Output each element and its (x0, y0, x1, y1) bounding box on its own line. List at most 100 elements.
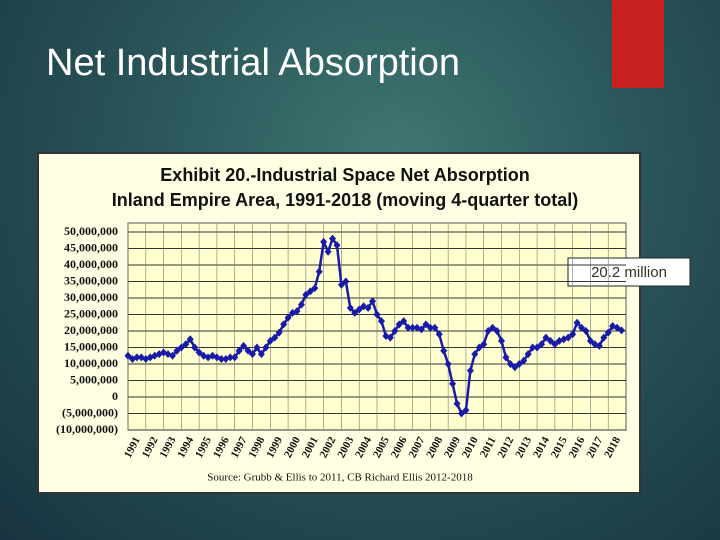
data-point (182, 340, 190, 349)
data-point (542, 333, 550, 342)
data-point (195, 348, 203, 357)
data-point (253, 343, 261, 352)
data-point (306, 287, 314, 296)
data-point (462, 406, 470, 415)
data-point (453, 399, 461, 408)
data-point (422, 320, 430, 329)
data-point (417, 325, 425, 334)
data-point (466, 366, 474, 375)
data-point (484, 327, 492, 335)
data-point (426, 323, 434, 332)
slide-title: Net Industrial Absorption (46, 42, 461, 84)
data-point (546, 336, 554, 345)
data-point (435, 330, 443, 339)
data-point (520, 356, 528, 365)
data-point (391, 327, 399, 335)
data-point (355, 305, 363, 314)
data-point (337, 280, 345, 289)
data-point (373, 310, 381, 319)
data-point (582, 327, 590, 335)
y-tick-label: 0 (112, 389, 118, 403)
data-point (333, 241, 341, 250)
data-point (502, 353, 510, 362)
data-point (249, 350, 256, 359)
data-point (364, 303, 372, 312)
data-point (457, 409, 465, 418)
data-point (449, 379, 457, 388)
data-point (444, 360, 452, 368)
data-point (262, 343, 270, 352)
annotation: 20.2 million (591, 264, 667, 281)
data-point (551, 340, 559, 349)
data-point (311, 284, 319, 293)
data-point (480, 340, 488, 349)
source-note: Source: Grubb & Ellis to 2011, CB Richar… (207, 472, 473, 484)
data-point (186, 335, 194, 344)
data-point (351, 308, 359, 317)
data-point (231, 353, 239, 362)
data-point (168, 351, 176, 360)
data-point (498, 336, 505, 345)
data-point (342, 277, 350, 286)
y-tick-label: 20,000,000 (64, 323, 118, 337)
y-tick-label: 30,000,000 (64, 290, 118, 304)
data-point (257, 350, 265, 359)
data-point (346, 303, 354, 312)
data-point (369, 297, 377, 306)
data-point (569, 330, 577, 339)
y-tick-label: 15,000,000 (64, 339, 118, 353)
data-point (173, 346, 181, 355)
data-point (471, 350, 479, 359)
data-point (600, 333, 608, 342)
data-point (475, 343, 483, 352)
y-tick-label: (5,000,000) (62, 405, 118, 419)
data-point (586, 336, 594, 345)
data-point (431, 323, 439, 332)
data-point (315, 267, 323, 276)
data-point (493, 327, 501, 335)
data-point (409, 323, 417, 332)
data-point (511, 363, 519, 372)
y-tick-label: 25,000,000 (64, 306, 118, 320)
data-point (529, 343, 537, 352)
data-point (302, 290, 310, 299)
data-point (324, 247, 332, 256)
y-tick-label: (10,000,000) (56, 422, 118, 436)
data-point (404, 323, 412, 332)
data-point (489, 323, 497, 332)
data-point (618, 326, 626, 335)
data-point (564, 333, 572, 342)
data-point (217, 355, 225, 364)
chart-subtitle: Inland Empire Area, 1991-2018 (moving 4-… (112, 190, 578, 210)
data-point (573, 318, 581, 327)
data-point (177, 343, 185, 352)
data-point (578, 323, 586, 332)
data-point (240, 341, 248, 350)
data-point (191, 343, 199, 352)
data-point (226, 353, 234, 362)
data-point (524, 350, 532, 359)
y-tick-label: 40,000,000 (64, 257, 118, 271)
data-point (293, 307, 301, 316)
data-point (533, 343, 541, 352)
data-point (284, 313, 292, 322)
data-point (280, 320, 288, 329)
data-point (297, 300, 305, 309)
data-point (235, 346, 243, 355)
data-point (271, 333, 279, 342)
accent-bar (612, 0, 664, 88)
chart-title: Exhibit 20.-Industrial Space Net Absorpt… (160, 165, 529, 185)
data-point (595, 341, 603, 350)
y-tick-label: 50,000,000 (64, 224, 118, 238)
data-point (386, 333, 394, 342)
data-point (377, 317, 385, 326)
y-tick-label: 5,000,000 (70, 372, 118, 386)
y-tick-label: 35,000,000 (64, 273, 118, 287)
data-point (133, 353, 141, 362)
data-point (266, 336, 274, 345)
data-point (395, 320, 403, 329)
data-point (515, 360, 523, 368)
data-point (244, 346, 252, 355)
